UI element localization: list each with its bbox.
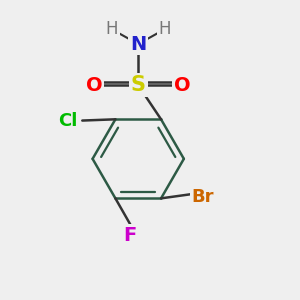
Text: H: H [106, 20, 118, 38]
Text: S: S [131, 75, 146, 95]
Text: N: N [130, 34, 146, 53]
Text: H: H [158, 20, 171, 38]
Text: O: O [86, 76, 102, 95]
Text: O: O [174, 76, 191, 95]
Text: F: F [123, 226, 136, 245]
Text: Cl: Cl [58, 112, 77, 130]
Text: Br: Br [192, 188, 214, 206]
